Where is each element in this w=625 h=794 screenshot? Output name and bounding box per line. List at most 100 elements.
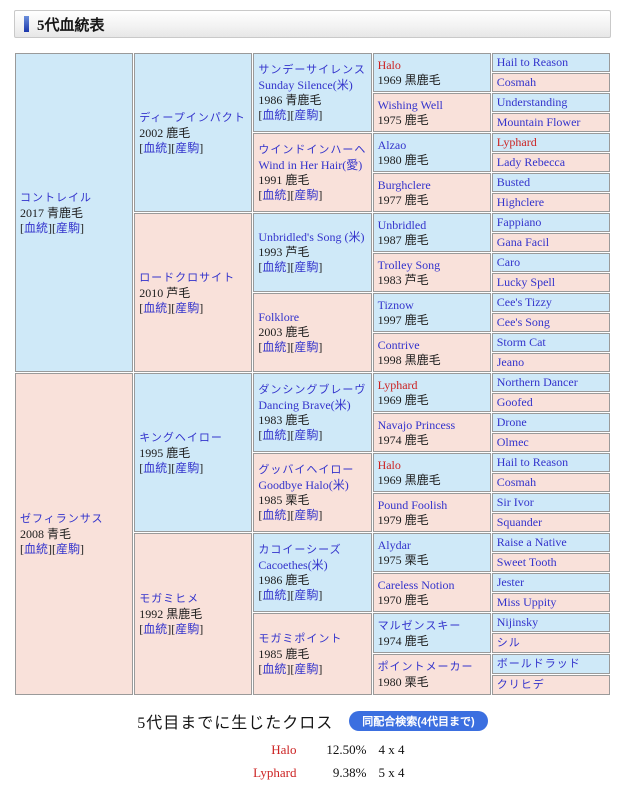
horse-link[interactable]: Understanding bbox=[496, 95, 568, 109]
horse-link[interactable]: キングヘイロー bbox=[139, 431, 223, 444]
progeny-link[interactable]: 産駒 bbox=[294, 340, 319, 354]
bloodline-link[interactable]: 血統 bbox=[262, 260, 287, 274]
horse-link[interactable]: Jeano bbox=[496, 355, 525, 369]
horse-link[interactable]: ボールドラッド bbox=[496, 658, 581, 670]
horse-link[interactable]: マルゼンスキー bbox=[377, 619, 462, 632]
horse-link[interactable]: サンデーサイレンス bbox=[258, 64, 366, 76]
horse-link[interactable]: Halo bbox=[377, 457, 401, 472]
bloodline-link[interactable]: 血統 bbox=[262, 662, 287, 676]
horse-link[interactable]: ウインドインハーヘア bbox=[258, 144, 367, 156]
bloodline-link[interactable]: 血統 bbox=[143, 622, 168, 636]
horse-link[interactable]: ゼフィランサス bbox=[20, 513, 104, 525]
horse-link[interactable]: ロードクロサイト bbox=[139, 271, 236, 284]
horse-link[interactable]: Lady Rebecca bbox=[496, 155, 566, 169]
progeny-link[interactable]: 産駒 bbox=[294, 260, 319, 274]
horse-link[interactable]: Nijinsky bbox=[496, 615, 539, 629]
horse-link[interactable]: Careless Notion bbox=[377, 577, 455, 592]
horse-link[interactable]: Sweet Tooth bbox=[496, 555, 557, 569]
horse-link[interactable]: クリヒデ bbox=[496, 679, 545, 691]
progeny-link[interactable]: 産駒 bbox=[175, 140, 200, 155]
horse-link[interactable]: Folklore bbox=[258, 310, 300, 324]
horse-link[interactable]: Cosmah bbox=[496, 75, 537, 89]
bloodline-link[interactable]: 血統 bbox=[262, 588, 287, 602]
progeny-link[interactable]: 産駒 bbox=[56, 542, 81, 556]
horse-link[interactable]: Storm Cat bbox=[496, 335, 546, 349]
progeny-link[interactable]: 産駒 bbox=[294, 662, 319, 676]
progeny-link[interactable]: 産駒 bbox=[294, 588, 319, 602]
horse-link[interactable]: Raise a Native bbox=[496, 535, 567, 549]
horse-link[interactable]: Hail to Reason bbox=[496, 455, 569, 469]
horse-link[interactable]: Lyphard bbox=[377, 377, 418, 392]
horse-link[interactable]: コントレイル bbox=[20, 191, 92, 204]
horse-link[interactable]: Halo bbox=[377, 57, 401, 72]
horse-link[interactable]: Cosmah bbox=[496, 475, 537, 489]
same-mating-search-button[interactable]: 同配合検索(4代目まで) bbox=[349, 711, 488, 731]
horse-link[interactable]: Jester bbox=[496, 575, 525, 589]
bloodline-link[interactable]: 血統 bbox=[262, 188, 287, 202]
progeny-link[interactable]: 産駒 bbox=[175, 460, 200, 475]
horse-link[interactable]: モガミポイント bbox=[258, 633, 343, 645]
bloodline-link[interactable]: 血統 bbox=[262, 340, 287, 354]
horse-link[interactable]: Goofed bbox=[496, 395, 533, 409]
progeny-link[interactable]: 産駒 bbox=[56, 220, 81, 235]
bloodline-link[interactable]: 血統 bbox=[262, 108, 287, 122]
horse-link[interactable]: Hail to Reason bbox=[496, 55, 569, 69]
pedigree-cell: カコイーシーズ Cacoethes(米) 1986 鹿毛 [血統][産駒] bbox=[253, 533, 372, 612]
horse-link[interactable]: Cacoethes(米) bbox=[258, 558, 328, 572]
horse-link[interactable]: グッバイヘイロー bbox=[258, 464, 355, 476]
horse-link[interactable]: Burghclere bbox=[377, 177, 431, 192]
horse-link[interactable]: Squander bbox=[496, 515, 543, 529]
horse-link[interactable]: Cee's Tizzy bbox=[496, 295, 552, 309]
horse-link[interactable]: Miss Uppity bbox=[496, 595, 557, 609]
horse-link[interactable]: シル bbox=[496, 637, 521, 649]
progeny-link[interactable]: 産駒 bbox=[175, 622, 200, 636]
cross-horse-link[interactable]: Lyphard bbox=[253, 765, 297, 780]
progeny-link[interactable]: 産駒 bbox=[294, 108, 319, 122]
progeny-link[interactable]: 産駒 bbox=[294, 188, 319, 202]
horse-link[interactable]: Caro bbox=[496, 255, 521, 269]
horse-link[interactable]: Wind in Her Hair(愛) bbox=[258, 158, 363, 172]
horse-link[interactable]: Busted bbox=[496, 175, 531, 189]
progeny-link[interactable]: 産駒 bbox=[294, 428, 319, 442]
horse-link[interactable]: カコイーシーズ bbox=[258, 544, 342, 556]
horse-link[interactable]: Mountain Flower bbox=[496, 115, 581, 129]
bloodline-link[interactable]: 血統 bbox=[24, 220, 49, 235]
horse-link[interactable]: Sir Ivor bbox=[496, 495, 534, 509]
bloodline-link[interactable]: 血統 bbox=[262, 508, 287, 522]
horse-link[interactable]: Contrive bbox=[377, 337, 420, 352]
horse-link[interactable]: ダンシングブレーヴ bbox=[258, 384, 367, 396]
cell-links: [血統][産駒] bbox=[139, 460, 204, 475]
horse-link[interactable]: Wishing Well bbox=[377, 97, 443, 112]
horse-link[interactable]: Gana Facil bbox=[496, 235, 550, 249]
bloodline-link[interactable]: 血統 bbox=[262, 428, 287, 442]
horse-link[interactable]: ポイントメーカー bbox=[377, 661, 474, 673]
bloodline-link[interactable]: 血統 bbox=[143, 300, 168, 315]
horse-link[interactable]: Fappiano bbox=[496, 215, 542, 229]
horse-link[interactable]: Trolley Song bbox=[377, 257, 441, 272]
horse-link[interactable]: Northern Dancer bbox=[496, 375, 578, 389]
progeny-link[interactable]: 産駒 bbox=[294, 508, 319, 522]
horse-link[interactable]: Goodbye Halo(米) bbox=[258, 478, 349, 492]
horse-link[interactable]: Alzao bbox=[377, 137, 407, 152]
horse-link[interactable]: Tiznow bbox=[377, 297, 414, 312]
progeny-link[interactable]: 産駒 bbox=[175, 300, 200, 315]
horse-link[interactable]: Highclere bbox=[496, 195, 545, 209]
horse-link[interactable]: Alydar bbox=[377, 537, 411, 552]
horse-link[interactable]: Dancing Brave(米) bbox=[258, 398, 351, 412]
horse-link[interactable]: モガミヒメ bbox=[139, 593, 200, 605]
bloodline-link[interactable]: 血統 bbox=[143, 140, 168, 155]
bloodline-link[interactable]: 血統 bbox=[24, 542, 49, 556]
horse-link[interactable]: Cee's Song bbox=[496, 315, 550, 329]
horse-link[interactable]: Lucky Spell bbox=[496, 275, 556, 289]
cross-horse-link[interactable]: Halo bbox=[271, 742, 297, 757]
horse-link[interactable]: Olmec bbox=[496, 435, 529, 449]
horse-link[interactable]: Lyphard bbox=[496, 135, 537, 149]
horse-link[interactable]: Drone bbox=[496, 415, 527, 429]
horse-link[interactable]: Sunday Silence(米) bbox=[258, 78, 353, 92]
horse-link[interactable]: Pound Foolish bbox=[377, 497, 448, 512]
horse-link[interactable]: Unbridled's Song (米) bbox=[258, 230, 365, 244]
horse-link[interactable]: Unbridled bbox=[377, 217, 427, 232]
horse-link[interactable]: Navajo Princess bbox=[377, 417, 456, 432]
horse-link[interactable]: ディープインパクト bbox=[139, 111, 246, 124]
bloodline-link[interactable]: 血統 bbox=[143, 460, 168, 475]
